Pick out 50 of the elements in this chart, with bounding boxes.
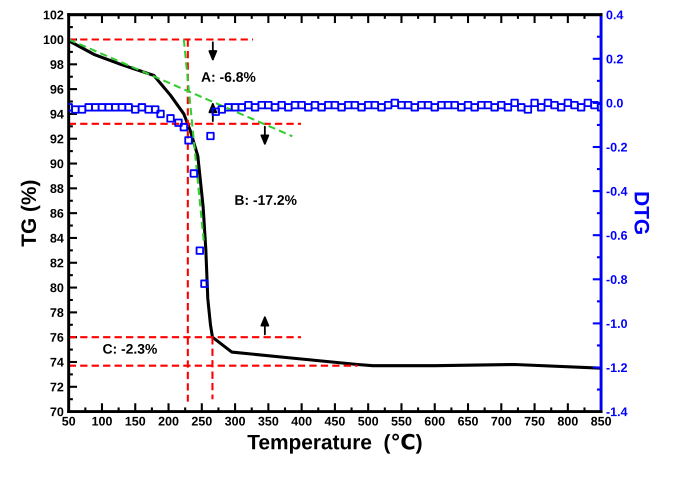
annotation: B: -17.2% <box>235 195 297 205</box>
y2-tick-label: -1.2 <box>606 363 628 372</box>
y-tick-label: 90 <box>50 159 64 168</box>
y-tick-label: 94 <box>50 110 64 119</box>
x-tick-label: 50 <box>62 416 76 426</box>
annotation: A: -6.8% <box>201 72 256 82</box>
y2-tick-label: -0.6 <box>606 231 628 240</box>
y-tick-label: 74 <box>50 358 64 367</box>
y-tick-label: 72 <box>50 382 64 392</box>
y2-tick-label: -1.4 <box>606 408 628 416</box>
y-tick-label: 84 <box>50 234 64 243</box>
x-tick-label: 500 <box>358 416 378 426</box>
x-tick-label: 200 <box>158 416 178 426</box>
x-tick-label: 600 <box>424 416 445 426</box>
y-tick-label: 82 <box>50 258 64 268</box>
y2-tick-label: -1.0 <box>606 319 628 328</box>
y-tick-label: 98 <box>50 60 64 69</box>
y-tick-label: 88 <box>50 184 64 193</box>
y-tick-label: 70 <box>50 407 64 416</box>
y-tick-label: 102 <box>44 10 64 20</box>
y-tick-label: 92 <box>50 134 64 144</box>
y2-tick-label: -0.2 <box>606 142 628 152</box>
y2-tick-label: -0.4 <box>606 186 628 196</box>
x-tick-label: 550 <box>391 416 412 426</box>
x-tick-label: 650 <box>458 416 478 426</box>
y-tick-label: 100 <box>44 35 64 44</box>
y-tick-label: 96 <box>50 84 64 94</box>
y-tick-label: 76 <box>50 332 64 342</box>
y2-tick-label: 0.4 <box>606 10 624 20</box>
x-tick-label: 700 <box>491 416 512 426</box>
x-tick-label: 100 <box>92 416 112 426</box>
y2-tick-label: 0.0 <box>606 98 623 108</box>
y-axis-title: TG (%) <box>20 180 40 246</box>
x-axis-title: Temperature (℃) <box>247 434 422 454</box>
y2-tick-label: 0.2 <box>606 54 623 64</box>
y-tick-label: 86 <box>50 208 64 218</box>
x-tick-label: 350 <box>258 416 278 426</box>
y2-axis-title: DTG <box>634 192 650 234</box>
x-tick-label: 300 <box>224 416 245 426</box>
x-tick-label: 250 <box>192 416 212 426</box>
x-tick-label: 750 <box>524 416 544 426</box>
x-tick-label: 400 <box>291 416 312 426</box>
y2-tick-label: -0.8 <box>606 275 628 284</box>
x-tick-label: 150 <box>126 416 146 426</box>
y-tick-label: 80 <box>50 283 64 292</box>
x-tick-label: 450 <box>324 416 345 426</box>
y-tick-label: 78 <box>50 308 64 318</box>
x-tick-label: 800 <box>558 416 578 426</box>
x-tick-label: 850 <box>591 416 612 426</box>
annotation: C: -2.3% <box>103 344 157 354</box>
